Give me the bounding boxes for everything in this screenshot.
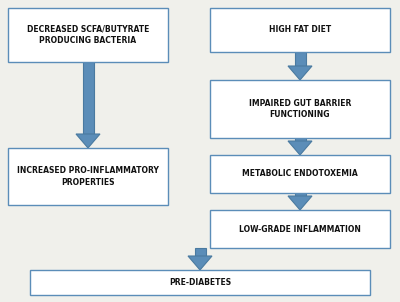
Text: INCREASED PRO-INFLAMMATORY
PROPERTIES: INCREASED PRO-INFLAMMATORY PROPERTIES — [17, 166, 159, 187]
FancyBboxPatch shape — [8, 148, 168, 205]
Bar — [294, 52, 306, 66]
Polygon shape — [188, 256, 212, 270]
Polygon shape — [288, 141, 312, 155]
Bar — [294, 138, 306, 141]
Polygon shape — [288, 196, 312, 210]
FancyBboxPatch shape — [8, 8, 168, 62]
Text: IMPAIRED GUT BARRIER
FUNCTIONING: IMPAIRED GUT BARRIER FUNCTIONING — [249, 99, 351, 119]
Polygon shape — [288, 66, 312, 80]
FancyBboxPatch shape — [210, 8, 390, 52]
Text: HIGH FAT DIET: HIGH FAT DIET — [269, 25, 331, 34]
Text: METABOLIC ENDOTOXEMIA: METABOLIC ENDOTOXEMIA — [242, 169, 358, 178]
Text: DECREASED SCFA/BUTYRATE
PRODUCING BACTERIA: DECREASED SCFA/BUTYRATE PRODUCING BACTER… — [27, 25, 149, 45]
Text: LOW-GRADE INFLAMMATION: LOW-GRADE INFLAMMATION — [239, 224, 361, 233]
Bar — [194, 248, 206, 256]
FancyBboxPatch shape — [210, 80, 390, 138]
Polygon shape — [76, 134, 100, 148]
FancyBboxPatch shape — [210, 155, 390, 193]
Bar — [294, 193, 306, 196]
Text: PRE-DIABETES: PRE-DIABETES — [169, 278, 231, 287]
FancyBboxPatch shape — [30, 270, 370, 295]
FancyBboxPatch shape — [210, 210, 390, 248]
Bar — [82, 62, 94, 134]
